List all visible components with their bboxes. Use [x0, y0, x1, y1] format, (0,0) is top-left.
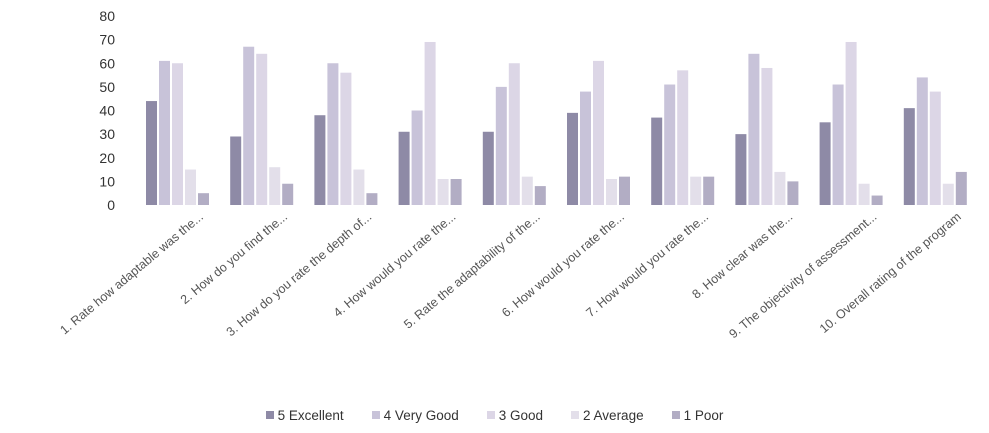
category-label: 10. Overall rating of the program [817, 210, 964, 336]
legend-label: 4 Very Good [383, 408, 459, 423]
bar [269, 167, 281, 205]
bar [282, 183, 294, 205]
legend-item: 2 Average [571, 408, 644, 423]
legend-swatch [671, 411, 680, 420]
y-tick-label: 40 [99, 103, 115, 119]
bar [774, 171, 786, 205]
legend-swatch [265, 411, 274, 420]
bar [424, 41, 436, 205]
bar [353, 169, 365, 205]
bar [411, 110, 423, 205]
bar [159, 60, 170, 206]
bar [651, 117, 663, 205]
bar [677, 70, 689, 206]
bar [230, 136, 242, 205]
bar [690, 176, 702, 205]
y-tick-label: 30 [99, 126, 115, 142]
bar [761, 67, 773, 205]
category-label: 9. The objectivity of assessment... [726, 210, 879, 342]
category-label: 3. How do you rate the depth of... [224, 210, 375, 340]
bar [942, 183, 954, 205]
category-label: 1. Rate how adaptable was the... [57, 210, 205, 338]
bar [327, 63, 339, 205]
legend-item: 1 Poor [671, 408, 724, 423]
bar [955, 171, 967, 205]
bar [664, 84, 676, 205]
bar [521, 176, 533, 205]
legend-label: 2 Average [583, 408, 644, 423]
y-tick-label: 20 [99, 150, 115, 166]
bar [916, 77, 928, 205]
legend-item: 3 Good [486, 408, 544, 423]
y-tick-label: 0 [107, 197, 115, 213]
bar [903, 108, 915, 205]
bar [735, 134, 747, 205]
bar [172, 63, 183, 205]
bar [185, 169, 196, 205]
bar [845, 41, 857, 205]
legend-swatch [486, 411, 495, 420]
bar [508, 63, 520, 205]
bar [748, 53, 760, 205]
y-tick-label: 50 [99, 79, 115, 95]
bar [146, 101, 157, 205]
bar [314, 115, 326, 205]
legend-swatch [571, 411, 580, 420]
bar [871, 195, 883, 205]
legend-label: 1 Poor [683, 408, 724, 423]
bar [567, 112, 578, 205]
legend-label: 3 Good [498, 408, 544, 423]
bar [450, 179, 462, 205]
legend-item: 4 Very Good [371, 408, 459, 423]
bar [580, 91, 591, 205]
bar [366, 193, 378, 205]
legend-item: 5 Excellent [265, 408, 344, 423]
bar [534, 186, 546, 205]
legend-label: 5 Excellent [277, 408, 344, 423]
bar [703, 176, 715, 205]
bar [398, 131, 410, 205]
bar [593, 60, 604, 206]
bar [832, 84, 844, 205]
bar [482, 131, 494, 205]
bar [256, 53, 268, 205]
category-label: 5. Rate the adaptability of the... [401, 210, 543, 332]
legend-swatch [371, 411, 380, 420]
bar [340, 72, 352, 205]
bar [198, 193, 209, 205]
bar [787, 181, 799, 205]
y-tick-label: 10 [99, 173, 115, 189]
bar [619, 176, 630, 205]
y-tick-label: 70 [99, 32, 115, 48]
bar [437, 179, 449, 205]
bar [858, 183, 870, 205]
y-tick-label: 60 [99, 55, 115, 71]
bar [243, 46, 255, 206]
chart-legend: 5 Excellent 4 Very Good 3 Good 2 Average 1 P… [0, 408, 989, 423]
bar [929, 91, 941, 205]
bar [495, 86, 507, 205]
bar [819, 122, 831, 205]
y-tick-label: 80 [99, 8, 115, 24]
bar [606, 179, 617, 205]
